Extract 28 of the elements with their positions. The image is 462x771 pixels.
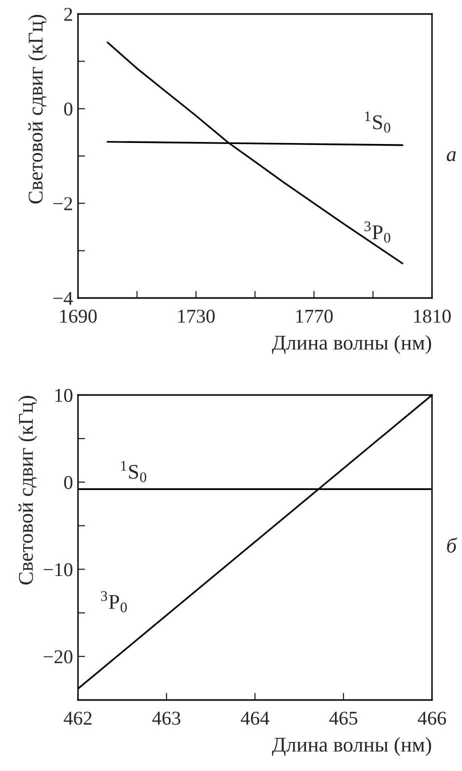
series-label: $^{3}$P$_{0}$ bbox=[364, 221, 390, 243]
x-axis-title: Длина волны (нм) bbox=[272, 737, 432, 756]
text: а bbox=[446, 151, 456, 162]
line-series bbox=[106, 42, 404, 264]
x-tick-label: 466 bbox=[418, 712, 446, 725]
x-tick-label: 463 bbox=[152, 712, 180, 725]
y-tick-label: −4 bbox=[53, 292, 73, 305]
y-tick-label: 2 bbox=[64, 8, 72, 21]
x-tick-label: 1730 bbox=[178, 310, 215, 323]
text: б bbox=[447, 538, 458, 553]
y-tick-label: 0 bbox=[64, 476, 72, 490]
y-tick-label: −20 bbox=[44, 650, 72, 664]
y-axis-title: Световой сдвиг (кГц) bbox=[28, 14, 47, 204]
series-label: $^{1}$S$_{0}$ bbox=[365, 111, 390, 133]
x-tick-label: 1690 bbox=[60, 310, 97, 323]
x-tick-label: 464 bbox=[240, 712, 270, 725]
y-tick-label: −10 bbox=[44, 563, 72, 576]
y-tick-label: 10 bbox=[55, 388, 72, 402]
series-label: $^{1}$S$_{0}$ bbox=[121, 461, 146, 482]
x-tick-label: 465 bbox=[329, 712, 358, 725]
x-tick-label: 462 bbox=[64, 712, 92, 725]
x-axis-title: Длина волны (нм) bbox=[272, 335, 432, 354]
x-tick-label: 1810 bbox=[414, 310, 451, 323]
y-axis-title: Световой сдвиг (кГц) bbox=[18, 396, 38, 584]
y-tick-label: 0 bbox=[64, 102, 72, 116]
y-tick-label: −2 bbox=[53, 197, 72, 210]
series-label: $^{3}$P$_{0}$ bbox=[101, 591, 127, 612]
x-tick-label: 1770 bbox=[296, 310, 333, 323]
